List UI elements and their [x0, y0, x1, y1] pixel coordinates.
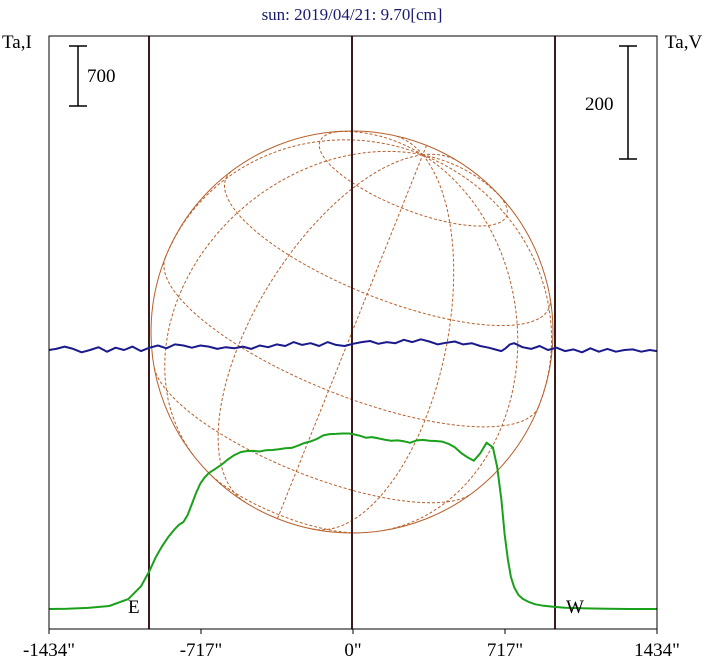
left-scale-value: 700 — [87, 66, 116, 87]
meridian-line — [164, 139, 423, 258]
x-tick-label: 1434" — [634, 640, 680, 661]
meridian-line — [382, 154, 519, 532]
meridian-line — [329, 130, 424, 156]
meridian-line — [422, 154, 553, 407]
chart-title: sun: 2019/04/21: 9.70[cm] — [262, 5, 443, 24]
parallel-line — [224, 171, 551, 327]
meridian-line — [422, 145, 428, 155]
meridian-line — [422, 154, 507, 203]
meridian-line — [396, 135, 424, 156]
meridian-line — [422, 153, 455, 160]
polarization-series-line — [48, 338, 658, 354]
west-limb-label: W — [566, 597, 584, 618]
intensity-series-line — [48, 432, 657, 610]
east-limb-label: E — [128, 597, 140, 618]
x-tick-label: -717" — [180, 640, 223, 661]
parallel-line — [207, 472, 360, 534]
parallel-line — [318, 130, 508, 227]
meridian-line — [277, 154, 424, 519]
right-scale-bar: 200 — [585, 45, 637, 160]
x-tick-label: 0" — [344, 640, 361, 661]
left-scale-bar: 700 — [69, 45, 116, 107]
right-axis-label: Ta,V — [665, 32, 702, 53]
series-layer — [48, 338, 658, 610]
x-tick-label: -1434" — [23, 640, 75, 661]
right-scale-value: 200 — [585, 94, 614, 115]
x-axis: -1434" -717" 0" 717" 1434" — [23, 629, 680, 661]
solar-coordinate-grid — [153, 130, 553, 534]
parallel-line — [163, 257, 540, 428]
x-tick-label: 717" — [487, 640, 523, 661]
parallel-line — [153, 367, 471, 504]
left-axis-label: Ta,I — [2, 32, 32, 53]
